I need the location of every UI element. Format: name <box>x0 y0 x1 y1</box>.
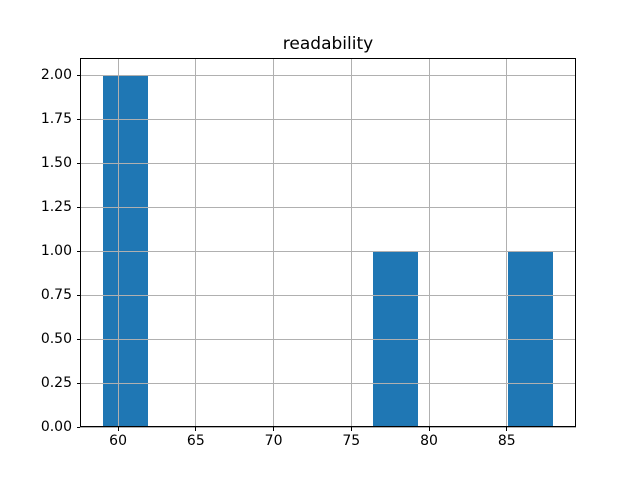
y-tick-label: 0.75 <box>40 287 72 304</box>
vertical-gridline <box>195 57 197 428</box>
x-tick-label: 60 <box>109 432 127 449</box>
y-tick-mark <box>76 338 80 340</box>
vertical-gridline <box>117 57 119 428</box>
horizontal-gridline <box>80 250 576 252</box>
chart-title: readability <box>282 34 374 54</box>
x-tick-label: 75 <box>342 432 361 449</box>
horizontal-gridline <box>80 162 576 164</box>
x-tick-mark <box>506 427 508 431</box>
vertical-gridline <box>350 57 352 428</box>
horizontal-gridline <box>80 382 576 384</box>
x-tick-mark <box>350 427 352 431</box>
x-tick-label: 80 <box>420 432 438 449</box>
y-tick-label: 2.00 <box>40 67 72 84</box>
y-tick-label: 1.75 <box>40 111 72 128</box>
x-tick-label: 70 <box>264 432 283 449</box>
vertical-gridline <box>273 57 275 428</box>
y-tick-label: 0.25 <box>40 375 72 392</box>
x-tick-mark <box>117 427 119 431</box>
y-tick-mark <box>76 426 80 428</box>
y-tick-mark <box>76 294 80 296</box>
y-tick-mark <box>76 250 80 252</box>
y-tick-mark <box>76 382 80 384</box>
vertical-gridline <box>506 57 508 428</box>
x-tick-mark <box>273 427 275 431</box>
y-tick-label: 0.00 <box>40 419 72 436</box>
horizontal-gridline <box>80 294 576 296</box>
x-tick-label: 65 <box>186 432 205 449</box>
y-tick-mark <box>76 206 80 208</box>
horizontal-gridline <box>80 426 576 428</box>
y-tick-label: 1.50 <box>40 155 72 172</box>
x-tick-mark <box>195 427 197 431</box>
y-tick-mark <box>76 118 80 120</box>
vertical-gridline <box>428 57 430 428</box>
y-tick-mark <box>76 74 80 76</box>
horizontal-gridline <box>80 118 576 120</box>
plot-area <box>80 57 576 428</box>
x-tick-label: 85 <box>497 432 516 449</box>
horizontal-gridline <box>80 206 576 208</box>
x-tick-mark <box>428 427 430 431</box>
y-tick-label: 1.00 <box>40 243 72 260</box>
horizontal-gridline <box>80 74 576 76</box>
y-tick-mark <box>76 162 80 164</box>
y-tick-label: 1.25 <box>40 199 72 216</box>
horizontal-gridline <box>80 338 576 340</box>
y-tick-label: 0.50 <box>40 331 72 348</box>
